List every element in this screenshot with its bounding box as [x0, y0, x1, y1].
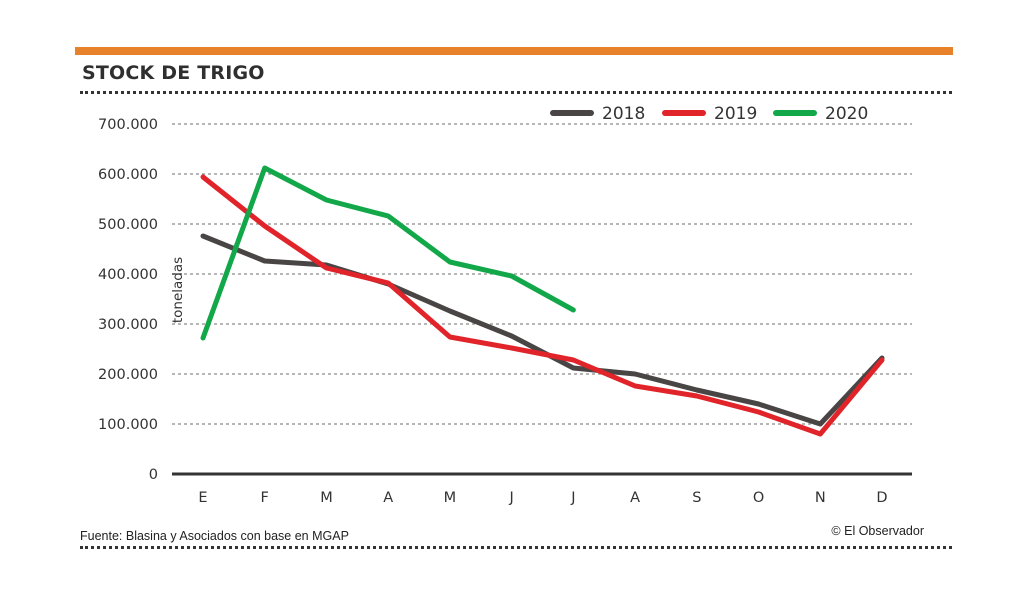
y-tick-label: 300.000: [98, 317, 158, 333]
legend: 2018 2019 2020: [550, 104, 868, 124]
x-tick-label: J: [570, 490, 575, 506]
y-tick-label: 700.000: [98, 117, 158, 133]
y-tick-label: 100.000: [98, 417, 158, 433]
series-lines: [200, 165, 885, 437]
legend-label-2018: 2018: [602, 104, 645, 124]
legend-label-2020: 2020: [825, 104, 868, 124]
y-tick-label: 500.000: [98, 217, 158, 233]
legend-label-2019: 2019: [714, 104, 757, 124]
series-line-2019: [200, 174, 885, 437]
x-tick-label: J: [508, 490, 513, 506]
x-tick-label: A: [630, 490, 640, 506]
y-tick-label: 600.000: [98, 167, 158, 183]
accent-bar: [75, 47, 953, 55]
x-tick-label: D: [876, 490, 887, 506]
x-tick-label: M: [444, 490, 457, 506]
series-line-2020: [200, 165, 576, 341]
y-axis-ticks: 0 100.000 200.000 300.000 400.000 500.000 600.…: [98, 117, 158, 483]
source-note: Fuente: Blasina y Asociados con base en …: [80, 529, 349, 543]
x-tick-label: E: [198, 490, 207, 506]
y-tick-label: 200.000: [98, 367, 158, 383]
top-divider: [80, 91, 952, 94]
y-axis-label: toneladas: [170, 257, 186, 323]
y-tick-label: 0: [149, 467, 158, 483]
bottom-divider: [80, 546, 952, 549]
x-tick-label: F: [261, 490, 269, 506]
grid-lines: [172, 123, 912, 425]
x-tick-label: S: [692, 490, 701, 506]
x-tick-label: A: [383, 490, 393, 506]
x-tick-label: O: [753, 490, 764, 506]
y-tick-label: 400.000: [98, 267, 158, 283]
copyright-credit: © El Observador: [831, 524, 924, 538]
x-tick-label: N: [815, 490, 826, 506]
x-tick-label: M: [320, 490, 333, 506]
series-line-2018: [200, 233, 885, 427]
chart-title: STOCK DE TRIGO: [82, 62, 265, 84]
